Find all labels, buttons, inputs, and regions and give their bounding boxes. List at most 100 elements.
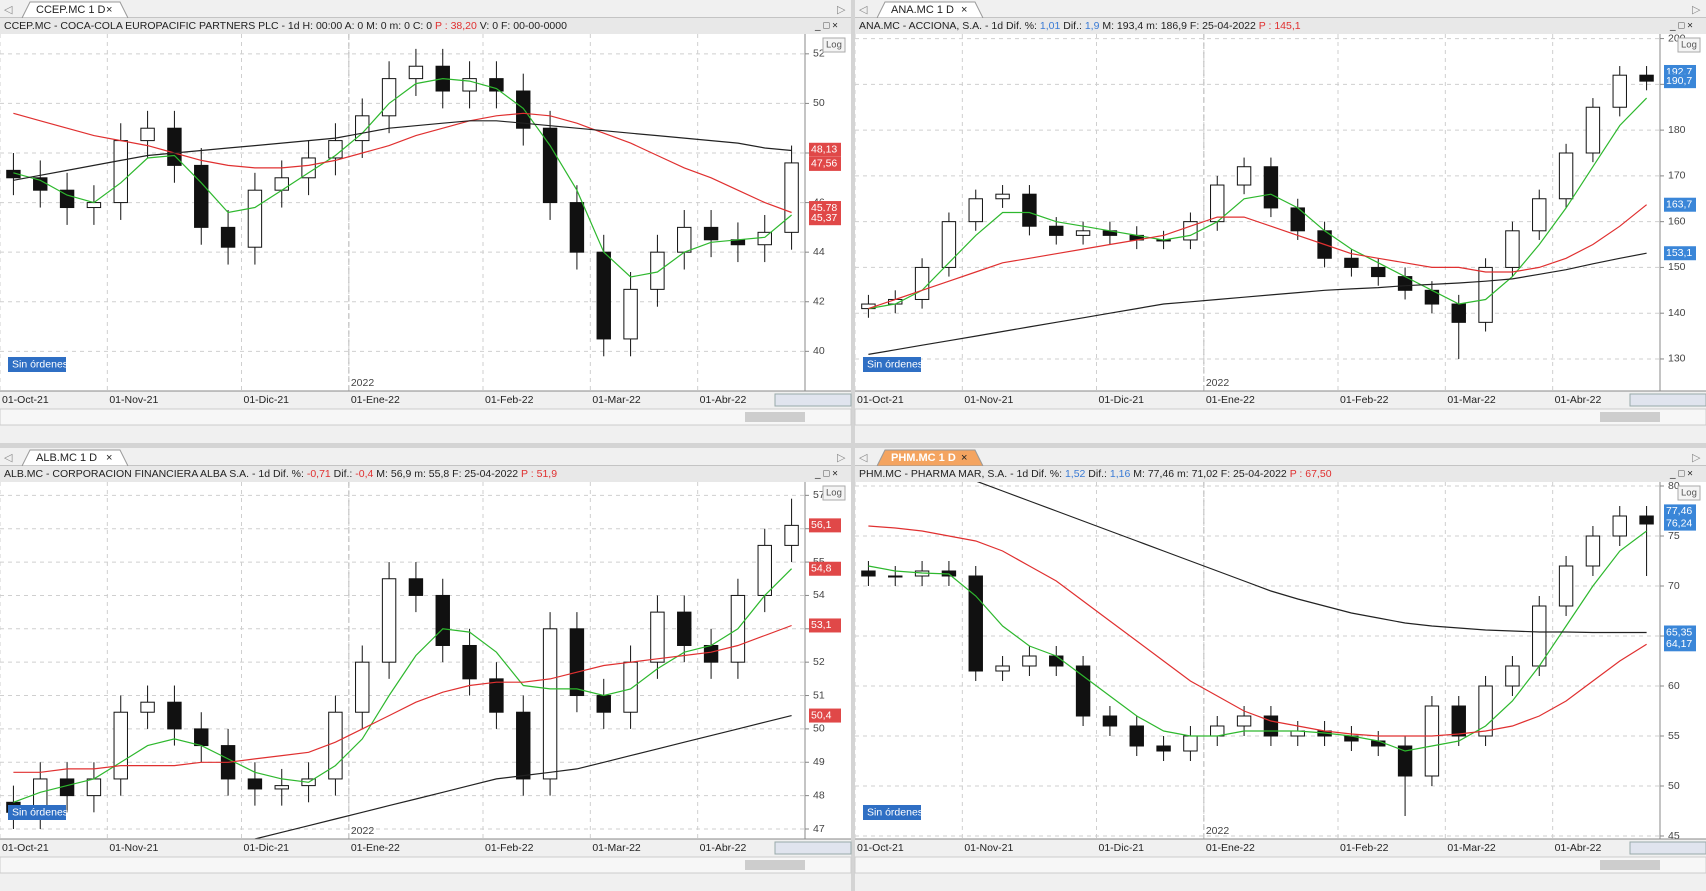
orders-button[interactable]: Sin órdenes — [12, 358, 68, 370]
chart-panel: CCEP.MC 1 D × ◁ ▷ CCEP.MC - COCA-COLA EUROPA… — [0, 0, 852, 443]
tab-label[interactable]: PHM.MC 1 D — [891, 452, 956, 464]
candle-body — [757, 544, 772, 596]
orders-button[interactable]: Sin órdenes — [867, 358, 923, 370]
log-button-bg[interactable] — [822, 37, 846, 53]
price-tag — [1664, 246, 1696, 261]
tab-arrow-left: ◁ — [4, 452, 13, 464]
header-bg — [855, 18, 1706, 34]
tab-arrow-left: ◁ — [859, 452, 868, 464]
toolbar-icons[interactable] — [1629, 393, 1706, 407]
y-tick-label: 50 — [813, 723, 825, 735]
x-tick-label: 01-Ene-22 — [1206, 842, 1255, 854]
y-tick-label: 160 — [1668, 215, 1686, 227]
candle-body — [1612, 515, 1627, 537]
log-button-bg[interactable] — [822, 485, 846, 501]
tab-close[interactable]: × — [106, 452, 112, 464]
header-segment: P : 38,20 — [435, 20, 477, 32]
toolbar-icons[interactable] — [774, 841, 852, 855]
tab-arrow-right: ▷ — [837, 4, 846, 16]
toolbar-icons[interactable] — [1629, 841, 1706, 855]
candle-body — [274, 785, 289, 790]
date-axis — [855, 391, 1706, 409]
x-tick-label: 01-Oct-21 — [2, 842, 49, 854]
candle-body — [1505, 665, 1520, 687]
scroll-thumb[interactable] — [745, 860, 805, 870]
candle-body — [1371, 740, 1386, 747]
candle-body — [995, 665, 1010, 672]
log-button-bg[interactable] — [1677, 485, 1701, 501]
moving-average — [976, 482, 1647, 634]
tab-close[interactable]: × — [106, 4, 112, 16]
log-button[interactable]: Log — [1681, 488, 1697, 499]
candle-body — [1558, 152, 1574, 200]
x-tick-label: 01-Feb-22 — [485, 842, 534, 854]
x-tick-label: 01-Ene-22 — [1206, 394, 1255, 406]
date-axis — [855, 839, 1706, 857]
candle-body — [516, 711, 531, 780]
candle-body — [1585, 535, 1601, 567]
orders-button-bg[interactable] — [8, 805, 66, 820]
toolbar-icons[interactable] — [774, 393, 852, 407]
price-tag — [809, 708, 841, 723]
candle-body — [355, 661, 370, 713]
x-tick-label: 01-Nov-21 — [964, 842, 1013, 854]
price-tag — [1664, 504, 1696, 519]
header-info: PHM.MC - PHARMA MAR, S.A. - 1d Dif. %: 1… — [859, 468, 1332, 480]
candle-body — [968, 198, 983, 223]
candle-body — [1371, 266, 1386, 278]
header-bg — [0, 18, 851, 34]
x-tick-label: 01-Oct-21 — [857, 842, 904, 854]
log-button-bg[interactable] — [1677, 37, 1701, 53]
orders-button-bg[interactable] — [863, 357, 921, 372]
candle-body — [623, 288, 638, 340]
log-button[interactable]: Log — [826, 488, 842, 499]
x-tick-label: 01-Dic-21 — [1099, 842, 1145, 854]
y-tick-label: 47 — [813, 823, 825, 835]
orders-button-bg[interactable] — [8, 357, 66, 372]
price-tag — [809, 561, 841, 576]
candle-body — [1612, 74, 1627, 108]
year-label: 2022 — [351, 825, 375, 837]
price-tag-label: 48,13 — [811, 144, 837, 156]
candle-body — [1075, 665, 1091, 717]
orders-button[interactable]: Sin órdenes — [867, 806, 923, 818]
candle-body — [1424, 705, 1440, 777]
candle-body — [995, 193, 1010, 200]
scroll-thumb[interactable] — [745, 412, 805, 422]
header-segment: Dif.: — [331, 468, 356, 480]
log-button[interactable]: Log — [1681, 40, 1697, 51]
candle-body — [247, 778, 263, 790]
log-button[interactable]: Log — [826, 40, 842, 51]
y-tick-label: 48 — [813, 789, 825, 801]
candle-body — [33, 177, 48, 191]
candle-body — [784, 162, 799, 233]
candle-body — [247, 189, 263, 248]
scroll-thumb[interactable] — [1600, 412, 1660, 422]
header-segment: PHM.MC - PHARMA MAR, S.A. - 1d Dif. %: — [859, 468, 1065, 480]
tab-close[interactable]: × — [961, 4, 967, 16]
tab-label[interactable]: CCEP.MC 1 D — [36, 4, 106, 16]
candle-body — [408, 65, 424, 80]
orders-button[interactable]: Sin órdenes — [12, 806, 68, 818]
orders-button-bg[interactable] — [863, 805, 921, 820]
y-tick-label: 42 — [813, 296, 825, 308]
price-tag — [1664, 637, 1696, 652]
candle-body — [1639, 74, 1654, 82]
candle-body — [1210, 725, 1225, 737]
scroll-thumb[interactable] — [1600, 860, 1660, 870]
y-tick-label: 60 — [1668, 680, 1680, 692]
price-tag — [809, 618, 841, 633]
header-segment: 1,52 — [1065, 468, 1086, 480]
price-tag-label: 65,35 — [1666, 626, 1692, 638]
tab-close[interactable]: × — [961, 452, 967, 464]
scrollbar — [0, 408, 852, 426]
moving-average — [13, 120, 792, 181]
candle-body — [113, 140, 128, 204]
x-tick-label: 01-Nov-21 — [109, 842, 158, 854]
tab-label[interactable]: ANA.MC 1 D — [891, 4, 954, 16]
moving-average — [868, 525, 1647, 737]
price-tag-label: 153,1 — [1666, 247, 1692, 259]
tab-label[interactable]: ALB.MC 1 D — [36, 452, 97, 464]
candle-body — [1236, 166, 1252, 186]
candle-body — [784, 524, 799, 546]
